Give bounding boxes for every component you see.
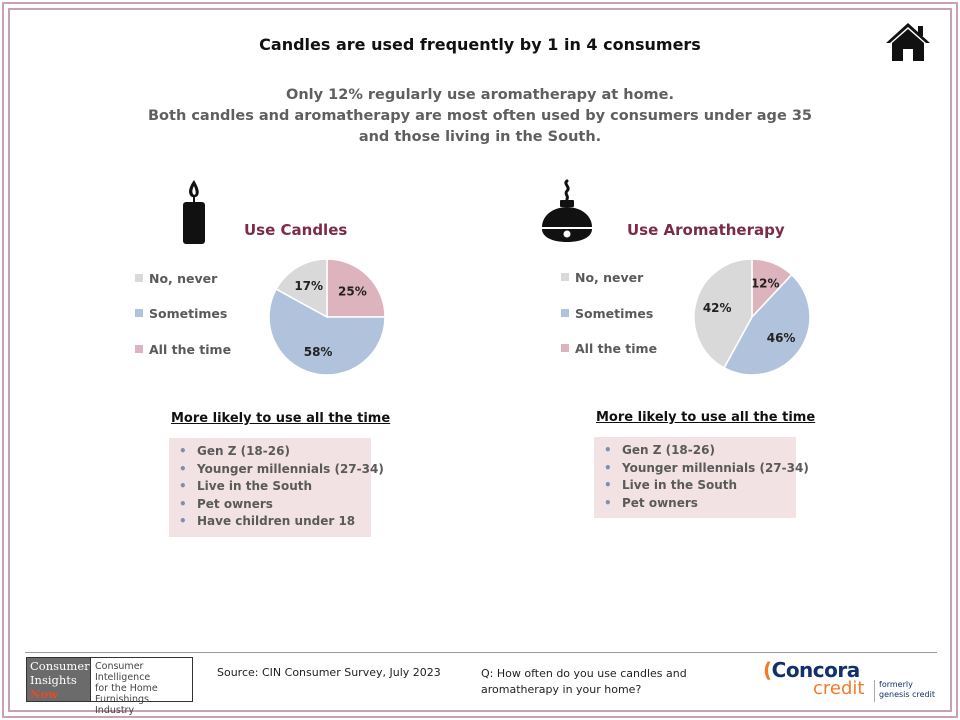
home-icon[interactable] bbox=[884, 21, 932, 63]
likely-list-text: Younger millennials (27-34) bbox=[197, 461, 384, 476]
subtitle-line-2: Both candles and aromatherapy are most o… bbox=[148, 108, 812, 124]
bullet-icon: • bbox=[179, 496, 187, 511]
likely-list-text: Gen Z (18-26) bbox=[622, 443, 715, 457]
bullet-icon: • bbox=[604, 495, 612, 510]
legend-swatch-all-the-time bbox=[135, 345, 143, 353]
aromatherapy-diffuser-icon bbox=[542, 179, 592, 242]
candle-icon bbox=[183, 180, 205, 244]
pie-label-all-the-time: 12% bbox=[751, 277, 780, 291]
candles-likely-list: • Gen Z (18-26) • Younger millennials (27-3… bbox=[179, 443, 384, 531]
inner-frame bbox=[8, 8, 952, 712]
likely-list-item: • Pet owners bbox=[179, 496, 361, 514]
concora-formerly: formerly genesis credit bbox=[879, 680, 935, 699]
likely-list-text: Pet owners bbox=[197, 496, 273, 511]
bullet-icon: • bbox=[179, 479, 187, 493]
legend-item-sometimes: Sometimes bbox=[561, 306, 653, 321]
footer-divider bbox=[25, 652, 937, 653]
aromatherapy-likely-list: • Gen Z (18-26) • Younger millennials (27-3… bbox=[604, 442, 809, 513]
candles-likely-box: • Gen Z (18-26) • Younger millennials (27-3… bbox=[169, 438, 384, 537]
legend-item-sometimes: Sometimes bbox=[135, 306, 227, 321]
concora-logo-mark: ( bbox=[763, 658, 772, 682]
subtitle: Only 12% regularly use aromatherapy at h… bbox=[0, 85, 960, 148]
likely-list-text: Pet owners bbox=[622, 495, 698, 510]
bullet-icon: • bbox=[179, 444, 187, 458]
aromatherapy-pie-chart: 12% 46% 42% bbox=[693, 258, 811, 376]
subtitle-line-1: Only 12% regularly use aromatherapy at h… bbox=[286, 87, 674, 103]
pie-label-no-never: 42% bbox=[703, 301, 732, 315]
likely-list-text: Have children under 18 bbox=[197, 514, 356, 528]
likely-list-text: Gen Z (18-26) bbox=[197, 444, 290, 458]
aromatherapy-chart-title: Use Aromatherapy bbox=[627, 221, 785, 239]
legend-item-never: No, never bbox=[561, 270, 643, 285]
legend-swatch-sometimes bbox=[561, 309, 569, 317]
likely-list-item: • Gen Z (18-26) bbox=[604, 442, 786, 460]
pie-slice-no-never bbox=[275, 258, 328, 319]
bullet-icon: • bbox=[604, 443, 612, 457]
cin-logo-tagline: Consumer Intelligence for the Home Furni… bbox=[90, 658, 192, 716]
candles-pie-chart: 25% 58% 17% bbox=[268, 258, 386, 376]
concora-separator bbox=[874, 680, 875, 702]
cin-logo-wordmark: Consumer Insights Now bbox=[27, 658, 90, 701]
bullet-icon: • bbox=[604, 460, 612, 475]
pie-slice-no-never bbox=[693, 258, 753, 369]
likely-list-item: • Younger millennials (27-34) bbox=[604, 460, 809, 478]
legend-swatch-all-the-time bbox=[561, 344, 569, 352]
page-title: Candles are used frequently by 1 in 4 co… bbox=[259, 35, 701, 54]
concora-wordmark: (Concora bbox=[763, 658, 860, 682]
pie-slice-all-the-time bbox=[326, 258, 386, 318]
legend-swatch-never bbox=[561, 273, 569, 281]
subtitle-line-3: and those living in the South. bbox=[358, 129, 602, 145]
bullet-icon: • bbox=[179, 514, 187, 528]
legend-item-all-the-time: All the time bbox=[135, 342, 231, 357]
concora-credit-logo: (Concora credit formerly genesis credit bbox=[763, 658, 938, 703]
likely-list-text: Live in the South bbox=[197, 479, 313, 493]
legend-item-all-the-time: All the time bbox=[561, 341, 657, 356]
concora-credit-text: credit bbox=[813, 678, 865, 699]
survey-question: Q: How often do you use candles and arom… bbox=[481, 667, 687, 696]
pie-label-sometimes: 58% bbox=[304, 345, 333, 359]
candles-chart-title: Use Candles bbox=[244, 221, 348, 239]
likely-list-text: Live in the South bbox=[622, 478, 738, 492]
pie-label-sometimes: 46% bbox=[767, 331, 796, 345]
legend-item-never: No, never bbox=[135, 271, 217, 286]
pie-label-all-the-time: 25% bbox=[338, 285, 367, 299]
aromatherapy-likely-box: • Gen Z (18-26) • Younger millennials (27-3… bbox=[594, 437, 809, 518]
pie-label-no-never: 17% bbox=[294, 279, 323, 293]
likely-list-item: • Younger millennials (27-34) bbox=[179, 461, 384, 479]
likely-list-item: • Live in the South bbox=[604, 477, 786, 495]
likely-list-text: Younger millennials (27-34) bbox=[622, 460, 809, 475]
aromatherapy-likely-title: More likely to use all the time bbox=[596, 410, 816, 425]
bullet-icon: • bbox=[179, 461, 187, 476]
likely-list-item: • Pet owners bbox=[604, 495, 786, 513]
likely-list-item: • Have children under 18 bbox=[179, 513, 361, 531]
pie-slice-sometimes bbox=[268, 288, 386, 376]
likely-list-item: • Gen Z (18-26) bbox=[179, 443, 361, 461]
bullet-icon: • bbox=[604, 478, 612, 492]
legend-swatch-sometimes bbox=[135, 309, 143, 317]
source-note: Source: CIN Consumer Survey, July 2023 bbox=[217, 666, 441, 679]
pie-slice-sometimes bbox=[723, 273, 811, 376]
legend-swatch-never bbox=[135, 274, 143, 282]
candles-likely-title: More likely to use all the time bbox=[171, 411, 391, 426]
cin-logo: Consumer Insights Now Consumer Intellige… bbox=[26, 657, 193, 716]
likely-list-item: • Live in the South bbox=[179, 478, 361, 496]
